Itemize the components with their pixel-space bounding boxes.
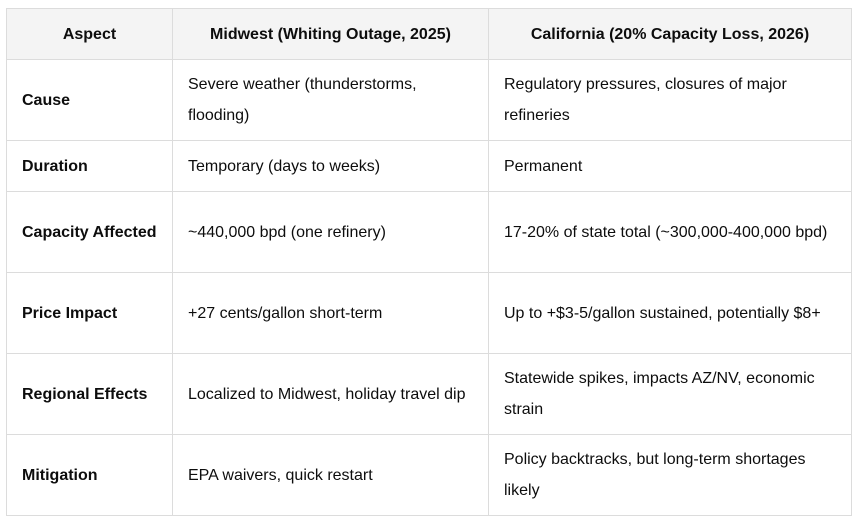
cell-aspect: Cause bbox=[6, 59, 173, 141]
comparison-table-container: Aspect Midwest (Whiting Outage, 2025) Ca… bbox=[6, 8, 852, 516]
cell-midwest: Temporary (days to weeks) bbox=[172, 140, 489, 192]
cell-midwest: EPA waivers, quick restart bbox=[172, 434, 489, 516]
cell-midwest: Severe weather (thunderstorms, flooding) bbox=[172, 59, 489, 141]
cell-california: Regulatory pressures, closures of major … bbox=[488, 59, 852, 141]
cell-aspect: Mitigation bbox=[6, 434, 173, 516]
cell-california: Up to +$3-5/gallon sustained, potentiall… bbox=[488, 272, 852, 354]
cell-california: Permanent bbox=[488, 140, 852, 192]
table-row: Cause Severe weather (thunderstorms, flo… bbox=[6, 59, 852, 141]
header-california: California (20% Capacity Loss, 2026) bbox=[488, 8, 852, 60]
cell-aspect: Duration bbox=[6, 140, 173, 192]
cell-aspect: Regional Effects bbox=[6, 353, 173, 435]
table-body: Cause Severe weather (thunderstorms, flo… bbox=[6, 59, 852, 516]
comparison-table: Aspect Midwest (Whiting Outage, 2025) Ca… bbox=[6, 8, 852, 516]
table-header: Aspect Midwest (Whiting Outage, 2025) Ca… bbox=[6, 8, 852, 60]
cell-midwest: Localized to Midwest, holiday travel dip bbox=[172, 353, 489, 435]
cell-california: Statewide spikes, impacts AZ/NV, economi… bbox=[488, 353, 852, 435]
cell-california: Policy backtracks, but long-term shortag… bbox=[488, 434, 852, 516]
table-row: Price Impact +27 cents/gallon short-term… bbox=[6, 272, 852, 354]
header-midwest: Midwest (Whiting Outage, 2025) bbox=[172, 8, 489, 60]
cell-midwest: +27 cents/gallon short-term bbox=[172, 272, 489, 354]
table-row: Capacity Affected ~440,000 bpd (one refi… bbox=[6, 191, 852, 273]
table-row: Regional Effects Localized to Midwest, h… bbox=[6, 353, 852, 435]
table-row: Duration Temporary (days to weeks) Perma… bbox=[6, 140, 852, 192]
header-row: Aspect Midwest (Whiting Outage, 2025) Ca… bbox=[6, 8, 852, 60]
cell-california: 17-20% of state total (~300,000-400,000 … bbox=[488, 191, 852, 273]
cell-aspect: Price Impact bbox=[6, 272, 173, 354]
cell-aspect: Capacity Affected bbox=[6, 191, 173, 273]
header-aspect: Aspect bbox=[6, 8, 173, 60]
table-row: Mitigation EPA waivers, quick restart Po… bbox=[6, 434, 852, 516]
cell-midwest: ~440,000 bpd (one refinery) bbox=[172, 191, 489, 273]
